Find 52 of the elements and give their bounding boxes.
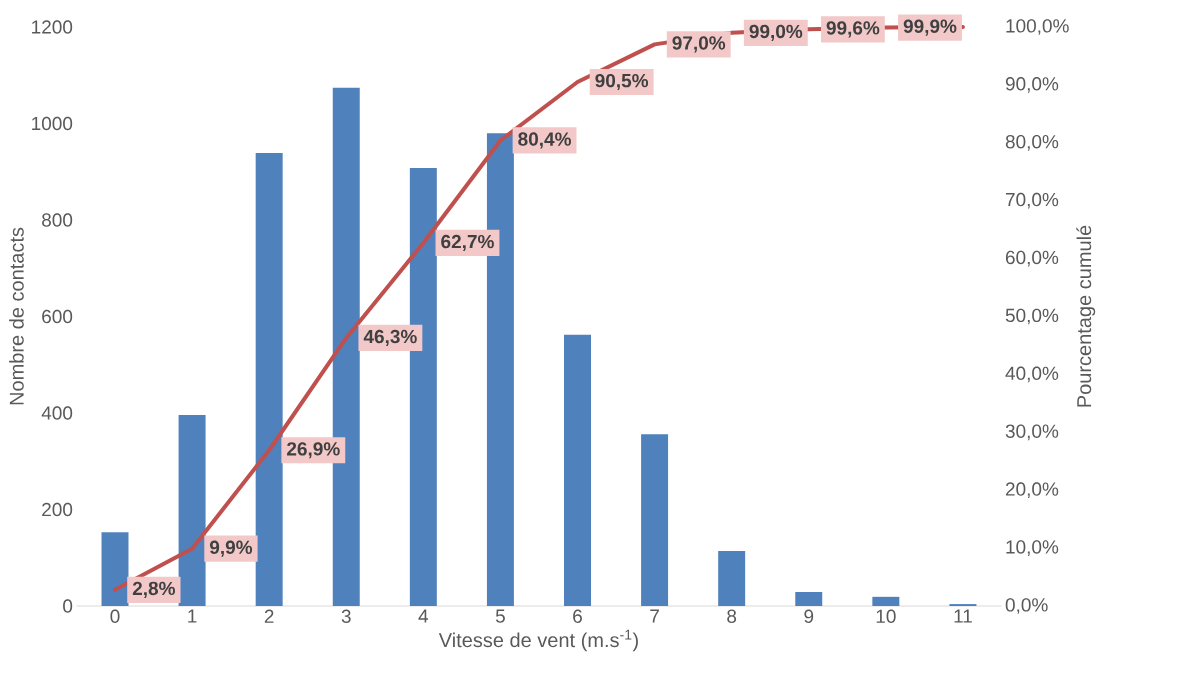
- x-tick-label: 10: [876, 609, 896, 623]
- y-tick-label: 200: [42, 502, 73, 517]
- data-label: 80,4%: [518, 132, 571, 149]
- y2-tick-label: 50,0%: [1005, 308, 1059, 325]
- y-tick-label: 1000: [32, 116, 73, 131]
- data-label: 97,0%: [672, 36, 726, 53]
- x-tick-label: 1: [188, 609, 197, 623]
- y2-tick-label: 0,0%: [1005, 598, 1048, 614]
- y2-tick-label: 40,0%: [1005, 366, 1059, 383]
- y-tick-label: 600: [42, 309, 73, 324]
- x-tick-label: 7: [650, 609, 659, 623]
- x-tick-label: 11: [954, 609, 972, 623]
- data-label: 2,8%: [132, 581, 175, 598]
- y2-tick-label: 20,0%: [1005, 482, 1059, 499]
- bar: [564, 334, 591, 606]
- bar: [101, 532, 129, 606]
- y2-tick-label: 90,0%: [1005, 77, 1059, 93]
- y2-tick-label: 60,0%: [1005, 250, 1059, 267]
- bar: [718, 551, 746, 606]
- data-label: 46,3%: [363, 329, 417, 347]
- bar: [795, 592, 823, 606]
- y2-tick-label: 30,0%: [1005, 424, 1059, 441]
- data-label: 99,9%: [903, 19, 957, 36]
- y2-axis-title: Pourcentage cumulé: [1076, 225, 1096, 407]
- data-label: 62,7%: [441, 234, 494, 252]
- x-tick-label: 3: [341, 609, 351, 623]
- x-tick-label: 8: [727, 609, 737, 623]
- y2-tick-label: 80,0%: [1005, 134, 1059, 151]
- y2-tick-label: 10,0%: [1006, 540, 1059, 556]
- data-label: 9,9%: [209, 540, 253, 557]
- y-axis-title: Nombre de contacts: [9, 227, 24, 405]
- x-tick-label: 2: [264, 609, 274, 623]
- y2-tick-label: 70,0%: [1005, 192, 1059, 209]
- y2-tick-label: 100,0%: [1006, 19, 1069, 35]
- data-label: 99,6%: [826, 21, 880, 38]
- x-axis-title: Vitesse de vent (m.s$^{-1}$): [438, 629, 638, 652]
- bar: [255, 152, 283, 606]
- bar: [872, 596, 900, 606]
- bar: [641, 434, 669, 606]
- x-tick-label: 6: [573, 609, 582, 623]
- x-tick-label: 0: [110, 609, 120, 623]
- data-label: 90,5%: [595, 73, 649, 91]
- y-tick-label: 400: [41, 406, 73, 420]
- x-tick-label: 4: [418, 609, 429, 623]
- x-tick-label: 9: [804, 609, 814, 623]
- x-tick-label: 5: [495, 609, 505, 623]
- data-label: 26,9%: [287, 442, 340, 459]
- bar: [178, 414, 206, 606]
- y-tick-label: 800: [42, 213, 73, 227]
- y-tick-label: 0: [63, 599, 73, 613]
- y-tick-label: 1200: [32, 20, 73, 34]
- data-label: 99,0%: [749, 24, 803, 41]
